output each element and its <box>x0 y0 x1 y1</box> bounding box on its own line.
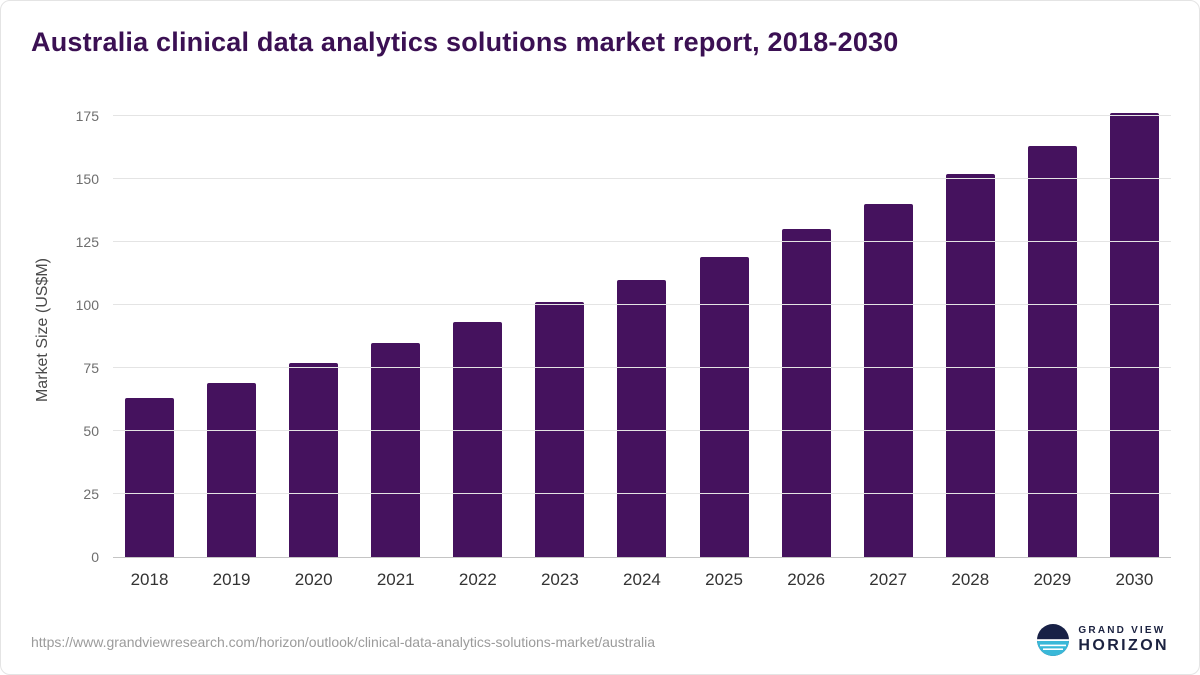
x-tick-label: 2028 <box>951 570 990 589</box>
y-tick-label: 175 <box>75 107 99 124</box>
gridline <box>113 240 1171 242</box>
gridline <box>113 492 1171 494</box>
gridline <box>113 303 1171 305</box>
bar-2022 <box>453 322 503 557</box>
y-tick-label: 125 <box>75 233 99 250</box>
x-tick-label: 2020 <box>294 570 333 589</box>
x-tick-label: 2019 <box>212 570 251 589</box>
bar-2019 <box>207 382 257 557</box>
x-tick-label: 2021 <box>376 570 415 589</box>
x-tick-label: 2024 <box>623 570 661 589</box>
chart-title: Australia clinical data analytics soluti… <box>31 27 899 57</box>
y-tick-label: 25 <box>83 485 99 502</box>
gridline <box>113 429 1171 431</box>
gridline <box>113 366 1171 368</box>
plot-area: 0 25 50 75 100 125 150 175 <box>76 103 1171 565</box>
x-tick-label: 2027 <box>869 570 908 589</box>
x-tick-label: 2018 <box>130 570 169 589</box>
bar-2029 <box>1027 145 1077 557</box>
bar-2018 <box>125 398 174 557</box>
bar-2024 <box>617 279 667 557</box>
y-tick-label: 0 <box>91 549 99 565</box>
brand-logo: GRAND VIEW HORIZON <box>1037 624 1169 656</box>
x-tick-label: 2022 <box>458 570 497 589</box>
logo-text-top: GRAND VIEW <box>1078 625 1166 637</box>
source-url: https://www.grandviewresearch.com/horizo… <box>31 634 656 650</box>
bar-2020 <box>289 362 339 557</box>
y-tick-label: 50 <box>83 422 99 439</box>
y-axis-label: Market Size (US$M) <box>34 257 51 403</box>
x-tick-label: 2023 <box>540 570 579 589</box>
bar-2026 <box>781 229 831 557</box>
logo-text-bottom: HORIZON <box>1078 636 1169 654</box>
x-tick-label: 2026 <box>787 570 826 589</box>
logo-text: GRAND VIEW HORIZON <box>1078 625 1169 655</box>
bar-2025 <box>699 256 749 557</box>
bar-2027 <box>863 203 913 557</box>
bar-2028 <box>945 173 995 557</box>
bar-2023 <box>535 302 585 557</box>
x-tick-label: 2025 <box>705 570 743 589</box>
bar-series <box>113 103 1171 557</box>
bar-2021 <box>371 342 421 557</box>
x-tick-label: 2029 <box>1033 570 1072 589</box>
bar-2030 <box>1109 113 1159 557</box>
y-tick-label: 75 <box>83 359 99 376</box>
gridline <box>113 114 1171 116</box>
horizon-logo-icon <box>1037 624 1070 656</box>
x-axis-labels: 2018 2019 2020 2021 2022 2023 2024 2025 2026 2027… <box>113 570 1171 590</box>
y-tick-label: 100 <box>75 296 99 313</box>
gridline <box>113 177 1171 179</box>
x-tick-label: 2030 <box>1115 570 1154 589</box>
y-tick-label: 150 <box>75 170 99 187</box>
